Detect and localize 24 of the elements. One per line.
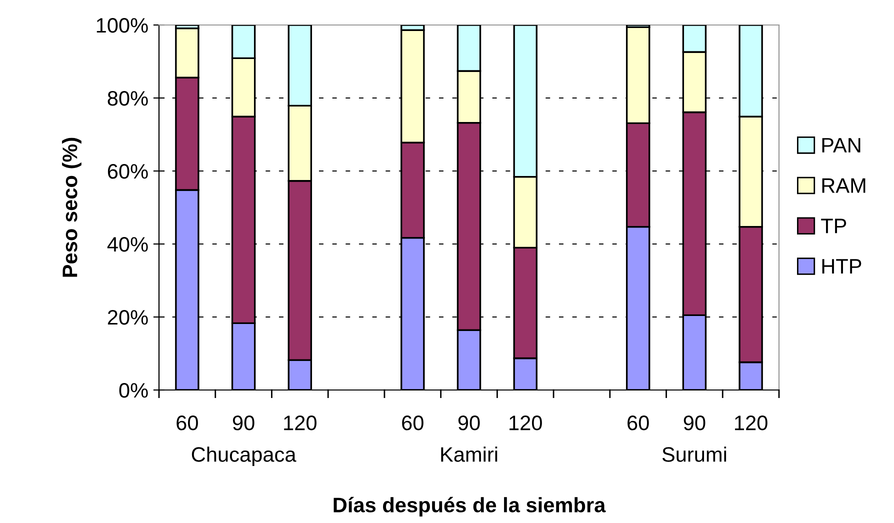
- x-tick-label: 60: [176, 416, 198, 430]
- x-tick-label: 120: [735, 416, 768, 430]
- x-tick-label: 90: [458, 416, 480, 430]
- text: Surumi: [662, 446, 726, 462]
- y-tick-label: 100%: [96, 18, 148, 33]
- x-axis-title: Días después de la siembra: [334, 496, 606, 517]
- y-tick-label: 20%: [108, 310, 148, 325]
- x-tick-label: 60: [402, 416, 424, 430]
- text: Chucapaca: [192, 446, 296, 466]
- x-tick-label: 60: [628, 416, 649, 430]
- legend-label: RAM: [822, 178, 866, 193]
- y-tick-label: 40%: [107, 237, 148, 252]
- x-tick-label: 90: [684, 416, 706, 430]
- x-tick-label: 120: [510, 416, 542, 430]
- y-tick-label: 0%: [119, 383, 148, 398]
- y-tick-label: 60%: [108, 164, 148, 179]
- x-tick-label: 90: [232, 416, 254, 430]
- x-tick-label: 120: [284, 416, 316, 430]
- y-tick-label: 80%: [108, 91, 148, 106]
- text: Kamiri: [441, 446, 498, 462]
- legend-label: TP: [821, 218, 846, 234]
- legend-label: HTP: [822, 259, 862, 274]
- legend-label: PAN: [822, 138, 860, 152]
- y-axis-title: Peso seco (%): [62, 138, 82, 277]
